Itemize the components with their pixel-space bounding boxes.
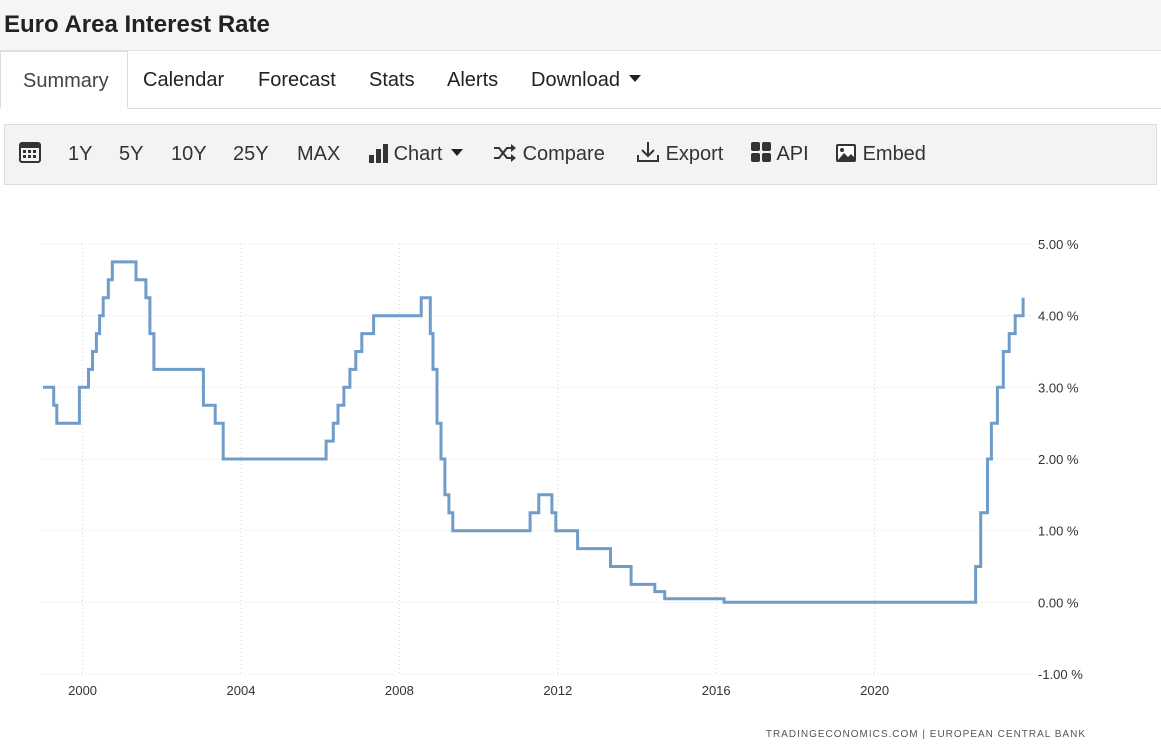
calendar-button[interactable] xyxy=(19,125,41,184)
chart-type-button[interactable]: Chart xyxy=(368,125,464,184)
x-tick-label: 2000 xyxy=(68,683,97,698)
range-max-button[interactable]: MAX xyxy=(297,143,341,165)
chevron-down-icon xyxy=(451,149,464,156)
x-tick-label: 2008 xyxy=(385,683,414,698)
x-tick-label: 2016 xyxy=(702,683,731,698)
series-line xyxy=(43,260,1025,604)
export-button[interactable]: Export xyxy=(636,125,723,184)
tab-summary-label: Summary xyxy=(23,70,109,92)
chevron-down-icon xyxy=(628,75,641,82)
range-1y-button[interactable]: 1Y xyxy=(68,143,93,165)
interest-rate-chart: 5.00 % 4.00 % 3.00 % 2.00 % 1.00 % 0.00 % -1.0… xyxy=(41,237,1086,740)
compare-button[interactable]: Compare xyxy=(493,125,605,184)
y-tick-label: 3.00 % xyxy=(1038,380,1079,395)
chart-plot-area xyxy=(43,260,1025,604)
x-tick-label: 2004 xyxy=(227,683,256,698)
tab-download[interactable]: Download xyxy=(531,51,641,109)
export-label: Export xyxy=(665,143,724,165)
tab-alerts-label: Alerts xyxy=(447,69,499,91)
grid-icon xyxy=(751,142,771,162)
source-credit: TRADINGECONOMICS.COM | EUROPEAN CENTRAL … xyxy=(766,729,1086,740)
calendar-icon xyxy=(19,142,41,163)
y-tick-label: 4.00 % xyxy=(1038,309,1079,324)
chart-toolbar: 1Y 5Y 10Y 25Y MAX Chart Compare Export A… xyxy=(4,124,1157,185)
api-button[interactable]: API xyxy=(750,125,809,184)
y-tick-label: 0.00 % xyxy=(1038,595,1079,610)
tab-calendar-label: Calendar xyxy=(143,69,225,91)
range-10y-button[interactable]: 10Y xyxy=(171,143,207,165)
y-tick-label: 1.00 % xyxy=(1038,524,1079,539)
tab-download-label: Download xyxy=(531,69,620,91)
tab-forecast-label: Forecast xyxy=(258,69,336,91)
image-icon xyxy=(836,144,856,162)
header-bar: Euro Area Interest Rate xyxy=(0,0,1161,51)
y-tick-label: -1.00 % xyxy=(1038,667,1083,682)
shuffle-icon xyxy=(494,144,516,162)
bar-chart-icon xyxy=(369,144,388,163)
tab-stats[interactable]: Stats xyxy=(369,51,415,109)
page-title: Euro Area Interest Rate xyxy=(4,11,270,38)
x-axis: 2000 2004 2008 2012 2016 2020 xyxy=(68,683,889,698)
tab-summary[interactable]: Summary xyxy=(0,51,128,109)
embed-button[interactable]: Embed xyxy=(835,125,926,184)
range-25y-button[interactable]: 25Y xyxy=(233,143,269,165)
tab-calendar[interactable]: Calendar xyxy=(143,51,224,109)
x-tick-label: 2012 xyxy=(543,683,572,698)
compare-label: Compare xyxy=(522,143,605,165)
tab-forecast[interactable]: Forecast xyxy=(258,51,336,109)
y-tick-label: 5.00 % xyxy=(1038,237,1079,252)
download-icon xyxy=(637,142,659,162)
tab-alerts[interactable]: Alerts xyxy=(447,51,498,109)
y-tick-label: 2.00 % xyxy=(1038,452,1079,467)
tab-stats-label: Stats xyxy=(369,69,415,91)
range-5y-button[interactable]: 5Y xyxy=(119,143,144,165)
chart-type-label: Chart xyxy=(393,143,443,165)
api-label: API xyxy=(776,143,809,165)
y-axis: 5.00 % 4.00 % 3.00 % 2.00 % 1.00 % 0.00 % -1.0… xyxy=(1038,237,1083,682)
chart-grid xyxy=(41,243,1033,675)
x-tick-label: 2020 xyxy=(860,683,889,698)
tab-bar: Summary Calendar Forecast Stats Alerts D… xyxy=(0,51,1161,109)
embed-label: Embed xyxy=(862,143,926,165)
